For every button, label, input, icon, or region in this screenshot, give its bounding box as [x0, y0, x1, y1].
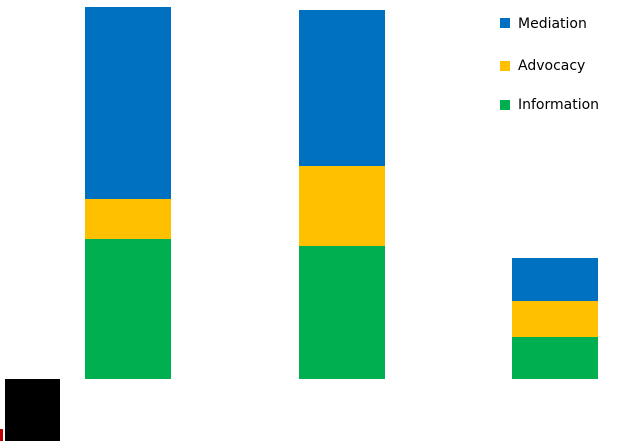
legend-swatch-information	[500, 100, 510, 110]
bars-group	[85, 7, 598, 379]
bar-1-information	[85, 239, 171, 379]
bar-2-advocacy	[299, 166, 385, 246]
bar-2-information	[299, 246, 385, 379]
bar-3-advocacy	[512, 301, 598, 337]
legend: Mediation Advocacy Information	[500, 16, 599, 113]
legend-item-advocacy: Advocacy	[500, 58, 585, 74]
legend-swatch-mediation	[500, 18, 510, 28]
legend-label-advocacy: Advocacy	[518, 58, 585, 74]
legend-label-mediation: Mediation	[518, 16, 587, 32]
black-block	[0, 379, 60, 441]
legend-item-information: Information	[500, 97, 599, 113]
bar-1-mediation	[85, 7, 171, 199]
legend-label-information: Information	[518, 97, 599, 113]
legend-item-mediation: Mediation	[500, 16, 587, 32]
bar-3-mediation	[512, 258, 598, 301]
legend-swatch-advocacy	[500, 61, 510, 71]
bar-2-mediation	[299, 10, 385, 166]
bar-3-information	[512, 337, 598, 379]
bar-1-advocacy	[85, 199, 171, 239]
